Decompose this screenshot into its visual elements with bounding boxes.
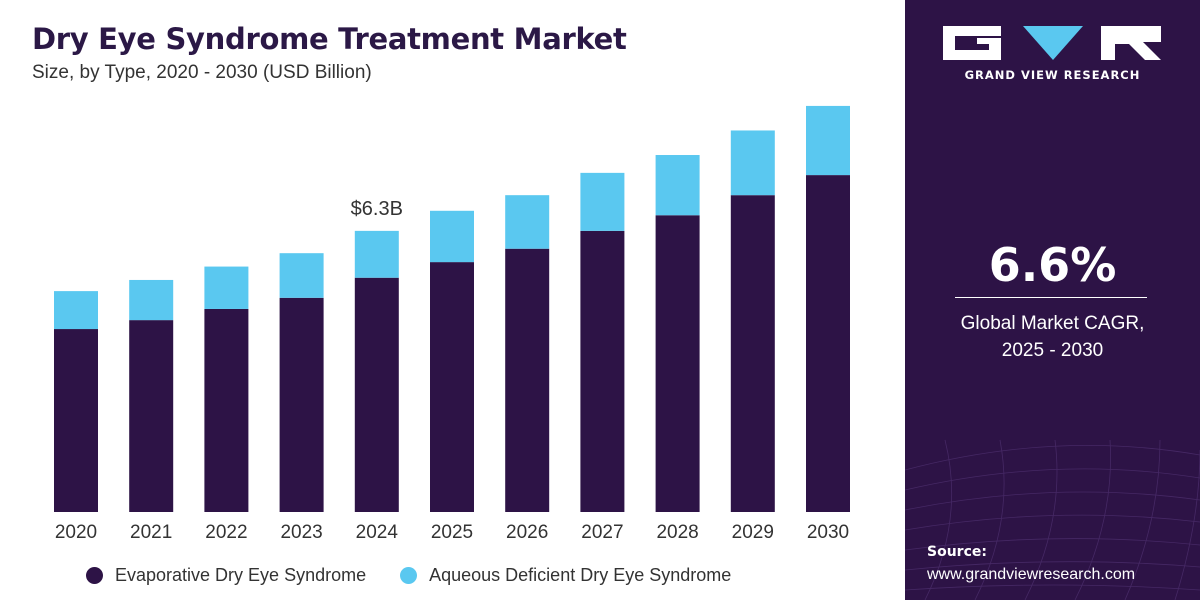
cagr-label: Global Market CAGR, 2025 - 2030 [905, 310, 1200, 364]
bar-aqueous-2023 [279, 253, 324, 298]
cagr-divider [955, 297, 1147, 298]
x-tick-label-2027: 2027 [581, 522, 623, 543]
background-mesh-pattern [905, 439, 1200, 600]
legend-item-aqueous: Aqueous Deficient Dry Eye Syndrome [400, 565, 731, 586]
bar-aqueous-2030 [806, 105, 850, 176]
cagr-value: 6.6% [988, 238, 1117, 292]
legend-label-evaporative: Evaporative Dry Eye Syndrome [115, 564, 367, 585]
x-tick-label-2024: 2024 [356, 522, 399, 543]
x-tick-label-2022: 2022 [205, 522, 247, 543]
x-tick-label-2020: 2020 [55, 522, 97, 543]
bar-evaporative-2024 [354, 277, 399, 512]
legend-item-evaporative: Evaporative Dry Eye Syndrome [86, 565, 366, 586]
bar-evaporative-2022 [204, 308, 249, 512]
bar-aqueous-2027 [580, 172, 625, 231]
gvr-logo-icon [943, 26, 1161, 60]
data-label-2024: $6.3B [351, 198, 403, 220]
bar-evaporative-2027 [580, 230, 625, 512]
chart-title: Dry Eye Syndrome Treatment Market [32, 22, 627, 56]
bar-evaporative-2029 [730, 195, 775, 512]
bar-evaporative-2020 [54, 329, 98, 512]
source-url-link[interactable]: www.grandviewresearch.com [927, 566, 1136, 583]
bar-aqueous-2022 [204, 266, 249, 309]
bar-evaporative-2021 [129, 320, 174, 512]
bar-aqueous-2020 [54, 291, 98, 330]
bar-evaporative-2028 [655, 215, 700, 512]
bar-aqueous-2029 [730, 130, 775, 196]
x-tick-label-2021: 2021 [130, 522, 172, 543]
side-panel: GRAND VIEW RESEARCH 6.6% Global Market C… [905, 0, 1200, 600]
bar-aqueous-2025 [430, 210, 474, 263]
legend-label-aqueous: Aqueous Deficient Dry Eye Syndrome [429, 564, 732, 585]
x-tick-label-2029: 2029 [732, 522, 774, 543]
chart-subtitle: Size, by Type, 2020 - 2030 (USD Billion) [32, 62, 372, 83]
bar-aqueous-2024 [354, 230, 399, 278]
bar-evaporative-2026 [505, 248, 550, 512]
source-label: Source: [927, 544, 987, 560]
stacked-bar-chart: 2020 2021 2022 2023 2024 2025 2026 2027 2028 2029… [54, 105, 850, 543]
bar-aqueous-2021 [129, 279, 174, 321]
x-tick-label-2025: 2025 [431, 522, 473, 543]
bar-aqueous-2026 [505, 195, 550, 249]
bar-aqueous-2028 [655, 155, 700, 216]
x-tick-label-2028: 2028 [656, 522, 698, 543]
legend-swatch-aqueous [400, 566, 418, 584]
cagr-label-line1: Global Market CAGR, [960, 313, 1145, 334]
brand-name: GRAND VIEW RESEARCH [964, 68, 1141, 82]
chart-legend: Evaporative Dry Eye Syndrome Aqueous Def… [86, 562, 731, 588]
x-tick-label-2030: 2030 [807, 522, 849, 543]
bar-evaporative-2023 [279, 297, 324, 512]
bar-evaporative-2025 [430, 262, 474, 512]
x-tick-label-2023: 2023 [280, 522, 322, 543]
cagr-label-line2: 2025 - 2030 [1001, 340, 1104, 361]
bar-evaporative-2030 [806, 175, 850, 512]
legend-swatch-evaporative [86, 566, 103, 584]
x-tick-label-2026: 2026 [506, 522, 548, 543]
